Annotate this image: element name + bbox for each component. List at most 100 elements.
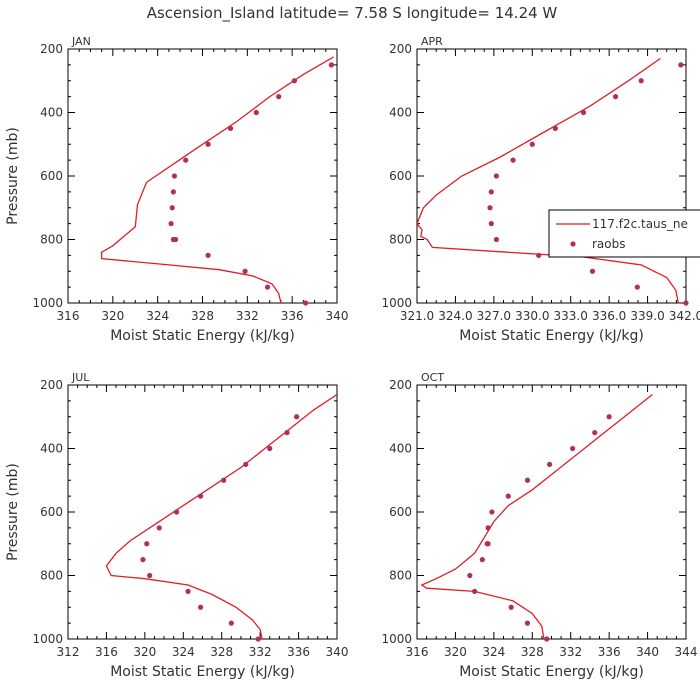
raobs-point bbox=[544, 636, 550, 642]
raobs-point bbox=[529, 141, 535, 147]
x-tick-label: 316 bbox=[95, 645, 118, 659]
x-tick-label: 342.0 bbox=[669, 309, 700, 323]
raobs-point bbox=[678, 62, 684, 68]
raobs-point bbox=[524, 477, 531, 483]
raobs-point bbox=[467, 572, 473, 579]
model-line bbox=[105, 393, 337, 639]
raobs-point bbox=[493, 236, 500, 243]
x-tick-label: 344 bbox=[675, 645, 698, 659]
y-tick-label: 200 bbox=[389, 378, 412, 392]
x-tick-label: 328 bbox=[210, 645, 233, 659]
raobs-point bbox=[508, 604, 514, 610]
x-tick-label: 339.0 bbox=[630, 309, 664, 323]
y-tick-label: 600 bbox=[389, 169, 412, 183]
panel-apr: APR 321.0 324.0 327.0 330.0 333.0 336.0 339.0 34… bbox=[381, 35, 700, 344]
x-tick-label: 324 bbox=[172, 645, 195, 659]
x-tick-label: 324 bbox=[482, 645, 505, 659]
plot-frame bbox=[416, 48, 687, 304]
raobs-point bbox=[510, 157, 516, 163]
raobs-point bbox=[493, 173, 500, 179]
raobs-point bbox=[536, 252, 542, 258]
raobs-point bbox=[243, 461, 249, 467]
x-axis-label: Moist Static Energy (kJ/kg) bbox=[459, 328, 644, 344]
panel-label: JAN bbox=[71, 35, 91, 48]
x-tick-label: 330.0 bbox=[515, 309, 549, 323]
panels: JAN 316 320 324 328 332 336 340 200 400 600 800 1000… bbox=[5, 35, 700, 680]
raobs-point bbox=[580, 109, 587, 116]
x-tick-label: 328 bbox=[191, 309, 214, 323]
raobs-point bbox=[185, 588, 191, 594]
x-axis-label: Moist Static Energy (kJ/kg) bbox=[110, 328, 295, 344]
raobs-point bbox=[479, 557, 485, 563]
y-axis-label: Pressure (mb) bbox=[5, 463, 21, 561]
raobs-point bbox=[524, 620, 531, 626]
raobs-point bbox=[264, 284, 271, 290]
raobs-point bbox=[472, 588, 478, 594]
raobs-point bbox=[487, 205, 493, 211]
raobs-point bbox=[328, 62, 334, 68]
x-tick-label: 336 bbox=[281, 309, 304, 323]
raobs-point bbox=[140, 557, 146, 563]
raobs-point bbox=[205, 141, 211, 147]
plot-frame bbox=[67, 48, 338, 304]
x-tick-label: 332 bbox=[236, 309, 259, 323]
x-tick-label: 333.0 bbox=[554, 309, 588, 323]
raobs-point bbox=[488, 189, 494, 195]
raobs-point bbox=[168, 221, 174, 227]
y-tick-label: 400 bbox=[389, 442, 412, 456]
raobs-point bbox=[228, 620, 234, 626]
raobs-point bbox=[144, 541, 150, 547]
x-tick-label: 321.0 bbox=[400, 309, 434, 323]
y-tick-label: 1000 bbox=[32, 296, 63, 310]
panel-label: OCT bbox=[421, 371, 444, 384]
model-line bbox=[420, 393, 653, 639]
legend-label-model: 117.f2c.taus_ne bbox=[592, 217, 688, 231]
raobs-point bbox=[173, 236, 179, 243]
raobs-point bbox=[170, 189, 176, 195]
x-tick-label: 332 bbox=[249, 645, 272, 659]
x-tick-label: 324 bbox=[146, 309, 169, 323]
y-tick-label: 400 bbox=[40, 442, 63, 456]
raobs-point bbox=[197, 493, 204, 499]
x-tick-label: 336 bbox=[598, 645, 621, 659]
raobs-point bbox=[169, 205, 175, 211]
raobs-point bbox=[485, 541, 491, 547]
raobs-point bbox=[267, 445, 273, 452]
raobs-point bbox=[303, 300, 309, 306]
legend-label-raobs: raobs bbox=[592, 237, 626, 251]
x-tick-label: 320 bbox=[101, 309, 124, 323]
plot-frame bbox=[416, 384, 687, 640]
y-tick-label: 1000 bbox=[32, 632, 63, 646]
y-tick-label: 400 bbox=[389, 106, 412, 120]
y-tick-label: 200 bbox=[389, 42, 412, 56]
raobs-point bbox=[485, 525, 491, 531]
raobs-point bbox=[505, 493, 511, 499]
y-tick-label: 200 bbox=[40, 378, 63, 392]
model-line bbox=[417, 57, 679, 303]
raobs-point bbox=[291, 78, 298, 84]
y-tick-label: 1000 bbox=[381, 632, 412, 646]
legend-marker-swatch bbox=[570, 241, 576, 247]
raobs-point bbox=[253, 109, 259, 116]
y-tick-label: 1000 bbox=[381, 296, 412, 310]
x-tick-label: 316 bbox=[57, 309, 80, 323]
raobs-point bbox=[634, 284, 640, 290]
y-tick-label: 600 bbox=[40, 169, 63, 183]
raobs-point bbox=[205, 252, 211, 258]
x-tick-label: 327.0 bbox=[477, 309, 511, 323]
x-tick-label: 340 bbox=[326, 309, 349, 323]
y-tick-label: 600 bbox=[389, 505, 412, 519]
panel-jul: JUL 312 316 320 324 328 332 336 340 200 400 600 800 1… bbox=[5, 371, 348, 680]
y-tick-label: 800 bbox=[40, 569, 63, 583]
x-tick-label: 312 bbox=[57, 645, 80, 659]
raobs-point bbox=[156, 525, 162, 531]
raobs-point bbox=[489, 509, 495, 515]
y-tick-label: 200 bbox=[40, 42, 63, 56]
x-axis-label: Moist Static Energy (kJ/kg) bbox=[110, 664, 295, 680]
panel-label: JUL bbox=[71, 371, 90, 384]
panel-label: APR bbox=[421, 35, 443, 48]
x-tick-label: 328 bbox=[521, 645, 544, 659]
raobs-point bbox=[552, 125, 558, 131]
raobs-point bbox=[638, 78, 644, 84]
